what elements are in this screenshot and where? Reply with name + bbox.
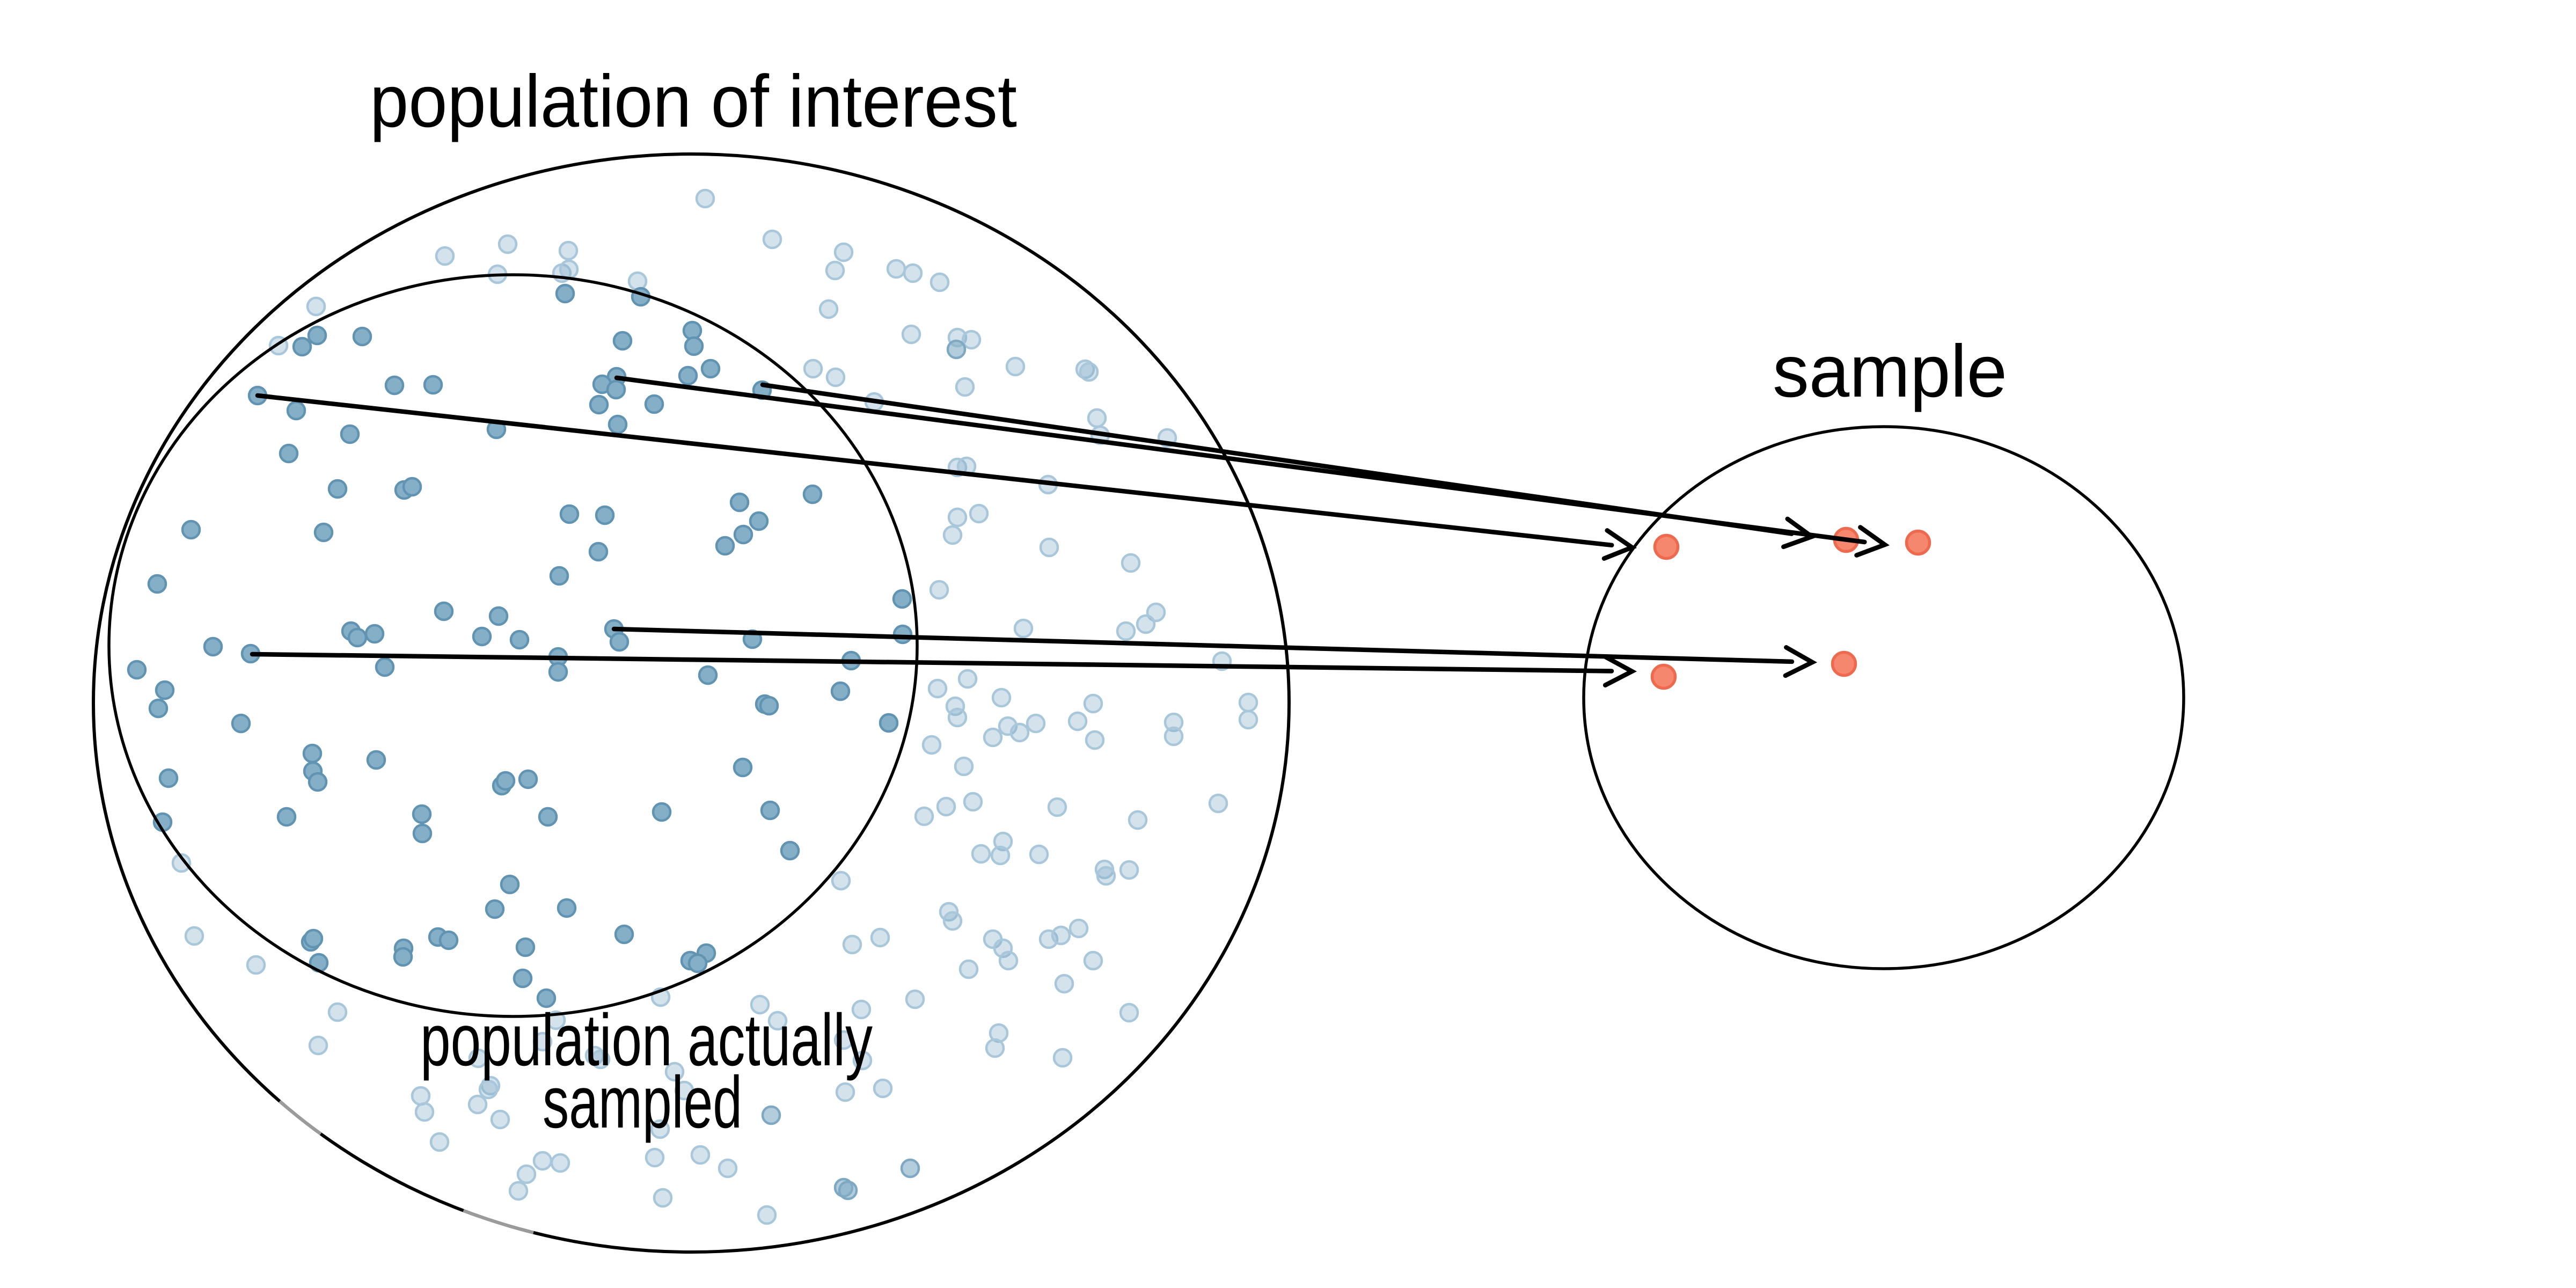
svg-text:sample: sample (1773, 330, 2007, 413)
svg-text:population of interest: population of interest (370, 60, 1017, 143)
svg-text:sampled: sampled (543, 1062, 742, 1144)
svg-text:population actually: population actually (420, 999, 873, 1081)
